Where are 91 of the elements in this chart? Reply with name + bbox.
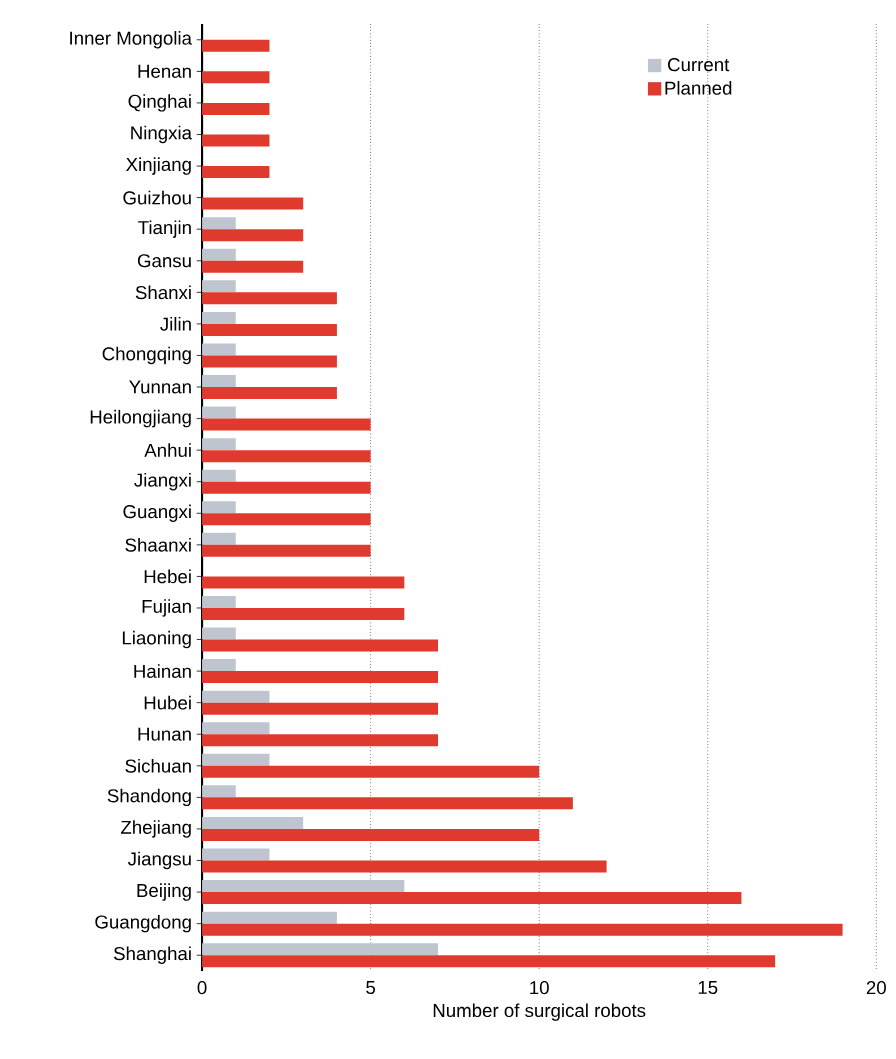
bar xyxy=(201,292,337,305)
y-tick-label: Inner Mongolia xyxy=(70,31,192,49)
bar xyxy=(201,765,540,778)
x-axis-title: Number of surgical robots xyxy=(433,1003,646,1021)
y-tick-label: Sichuan xyxy=(125,758,191,773)
bar xyxy=(201,544,371,557)
y-tick-label: Guangdong xyxy=(95,914,191,933)
bar xyxy=(201,260,304,273)
x-tick-label: 10 xyxy=(530,981,549,995)
bar xyxy=(201,607,405,620)
y-tick-label: Chongqing xyxy=(102,346,191,365)
x-tick-label: 5 xyxy=(366,981,375,995)
bar xyxy=(201,639,438,652)
bar xyxy=(201,734,438,747)
bar xyxy=(201,375,236,388)
y-tick-label: Shandong xyxy=(107,788,191,807)
y-tick-label: Jilin xyxy=(160,317,191,331)
y-tick-label: Beijing xyxy=(137,883,191,901)
y-tick-label: Ningxia xyxy=(131,125,192,144)
y-tick-label: Hainan xyxy=(134,664,191,678)
bar xyxy=(201,438,236,451)
y-tick-label: Fujian xyxy=(142,599,191,617)
bar xyxy=(201,39,270,52)
bar xyxy=(201,595,236,608)
bar xyxy=(201,880,405,893)
bar xyxy=(201,690,270,703)
bar xyxy=(201,627,236,640)
y-tick-label: Shanxi xyxy=(135,285,191,300)
bar xyxy=(201,355,337,368)
bar xyxy=(201,797,573,810)
bar xyxy=(201,450,371,463)
bar xyxy=(201,753,270,766)
legend-label: Current xyxy=(667,58,730,72)
y-tick-label: Shaanxi xyxy=(125,537,191,552)
bar xyxy=(201,280,236,293)
y-tick-label: Yunnan xyxy=(128,380,191,394)
bar xyxy=(201,513,371,526)
bar xyxy=(201,828,540,841)
bar xyxy=(201,166,270,179)
y-tick-label: Gansu xyxy=(137,254,191,268)
bar xyxy=(201,248,236,261)
x-tick-label: 15 xyxy=(698,981,718,995)
bar xyxy=(201,955,776,968)
bar xyxy=(201,785,236,798)
bar xyxy=(201,501,236,514)
bar xyxy=(201,923,843,936)
x-tick-label: 20 xyxy=(866,981,886,995)
bar xyxy=(201,197,304,210)
bar xyxy=(201,71,270,84)
bar xyxy=(201,848,270,861)
bar xyxy=(201,481,371,494)
x-tick-label: 0 xyxy=(197,981,207,995)
bar xyxy=(201,860,607,873)
y-tick-label: Guizhou xyxy=(123,190,191,205)
y-tick-label: Zhejiang xyxy=(120,820,191,838)
y-tick-label: Xinjiang xyxy=(125,157,191,175)
y-tick-label: Hubei xyxy=(144,695,191,710)
bar xyxy=(201,576,405,589)
bar xyxy=(201,102,270,115)
bar xyxy=(201,406,236,419)
bar xyxy=(201,722,270,735)
bar xyxy=(201,323,337,336)
y-tick-label: Hunan xyxy=(138,727,191,741)
bar xyxy=(201,343,236,356)
y-tick-label: Tianjin xyxy=(137,220,191,238)
bar xyxy=(201,217,236,230)
bar xyxy=(201,911,337,924)
bar xyxy=(201,943,438,956)
bar xyxy=(201,134,270,147)
bar xyxy=(201,892,742,905)
bar xyxy=(201,229,304,242)
bar xyxy=(201,816,304,829)
bar xyxy=(201,418,371,431)
y-tick-label: Heilongjiang xyxy=(90,409,191,428)
y-tick-label: Shanghai xyxy=(113,946,191,964)
bar xyxy=(201,311,236,324)
bar xyxy=(201,469,236,482)
y-tick-label: Anhui xyxy=(144,443,191,458)
y-tick-label: Liaoning xyxy=(122,630,191,649)
legend-label: Planned xyxy=(665,81,732,95)
y-tick-label: Guangxi xyxy=(123,504,191,522)
y-tick-label: Jiangsu xyxy=(127,851,191,870)
bar xyxy=(201,532,236,545)
y-tick-label: Hebei xyxy=(144,569,191,584)
bar xyxy=(201,702,438,715)
y-tick-label: Qinghai xyxy=(128,94,191,112)
bar xyxy=(201,671,438,684)
y-tick-label: Henan xyxy=(138,64,191,78)
bar xyxy=(201,659,236,672)
bar xyxy=(201,387,337,400)
y-tick-label: Jiangxi xyxy=(134,473,191,491)
